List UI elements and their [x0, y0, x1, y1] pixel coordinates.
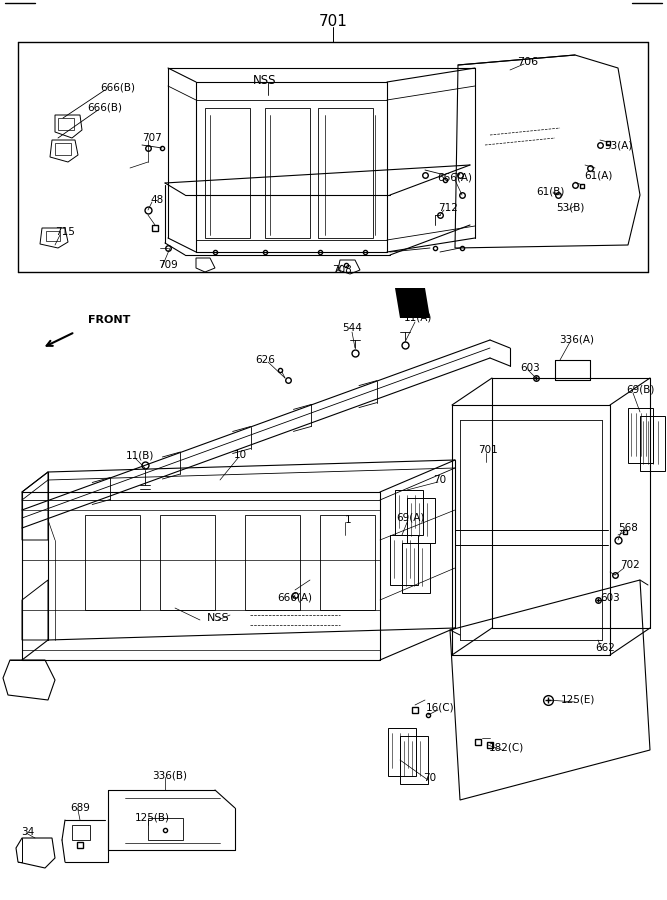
Bar [205, 108, 250, 238]
Bar [72, 825, 90, 840]
Bar [395, 490, 423, 535]
Text: 666(B): 666(B) [101, 82, 135, 92]
Text: 708: 708 [332, 265, 352, 275]
Text: 125(B): 125(B) [135, 813, 169, 823]
Bar [640, 416, 665, 471]
Text: 53(B): 53(B) [556, 203, 584, 213]
Bar [160, 515, 215, 610]
Text: 662: 662 [595, 643, 615, 653]
Text: 707: 707 [142, 133, 162, 143]
Text: NSS: NSS [253, 74, 277, 86]
Text: 16(C): 16(C) [426, 703, 454, 713]
Bar [265, 108, 310, 238]
Text: 125(E): 125(E) [561, 695, 595, 705]
Text: 69(A): 69(A) [396, 513, 424, 523]
Text: 336(A): 336(A) [560, 335, 594, 345]
Bar [407, 498, 435, 543]
Text: 182(C): 182(C) [488, 743, 524, 753]
Text: 69(B): 69(B) [626, 385, 654, 395]
Text: 53(A): 53(A) [604, 140, 632, 150]
Text: 715: 715 [55, 227, 75, 237]
Bar [628, 408, 653, 463]
Text: 544: 544 [342, 323, 362, 333]
Bar [400, 736, 428, 784]
Text: 666(A): 666(A) [438, 173, 472, 183]
Text: 11(B): 11(B) [126, 450, 154, 460]
Text: 10: 10 [233, 450, 247, 460]
Text: 702: 702 [620, 560, 640, 570]
Text: 712: 712 [438, 203, 458, 213]
Bar [55, 143, 71, 155]
Text: 11(A): 11(A) [404, 313, 432, 323]
Bar [148, 818, 183, 840]
Text: 568: 568 [618, 523, 638, 533]
Bar [318, 108, 373, 238]
Bar [58, 118, 74, 130]
Text: FRONT: FRONT [88, 315, 130, 325]
Text: 626: 626 [255, 355, 275, 365]
Bar [390, 535, 418, 585]
Text: 603: 603 [600, 593, 620, 603]
Polygon shape [395, 288, 430, 318]
Text: 701: 701 [478, 445, 498, 455]
Bar [245, 515, 300, 610]
Bar [46, 231, 60, 241]
Text: 666(A): 666(A) [277, 593, 313, 603]
Text: 48: 48 [150, 195, 163, 205]
Text: 61(B): 61(B) [536, 187, 564, 197]
Bar [402, 543, 430, 593]
Bar [320, 515, 375, 610]
Text: 70: 70 [434, 475, 447, 485]
Text: 336(B): 336(B) [153, 770, 187, 780]
Bar [85, 515, 140, 610]
Text: 603: 603 [520, 363, 540, 373]
Text: 709: 709 [158, 260, 178, 270]
Text: 666(B): 666(B) [87, 102, 123, 112]
Text: 1: 1 [345, 515, 352, 525]
Text: NSS: NSS [207, 613, 229, 623]
Text: 70: 70 [424, 773, 437, 783]
Text: 701: 701 [319, 14, 348, 30]
Text: 61(A): 61(A) [584, 170, 612, 180]
Bar [388, 728, 416, 776]
Text: 689: 689 [70, 803, 90, 813]
Text: 706: 706 [518, 57, 538, 67]
Text: 34: 34 [21, 827, 35, 837]
